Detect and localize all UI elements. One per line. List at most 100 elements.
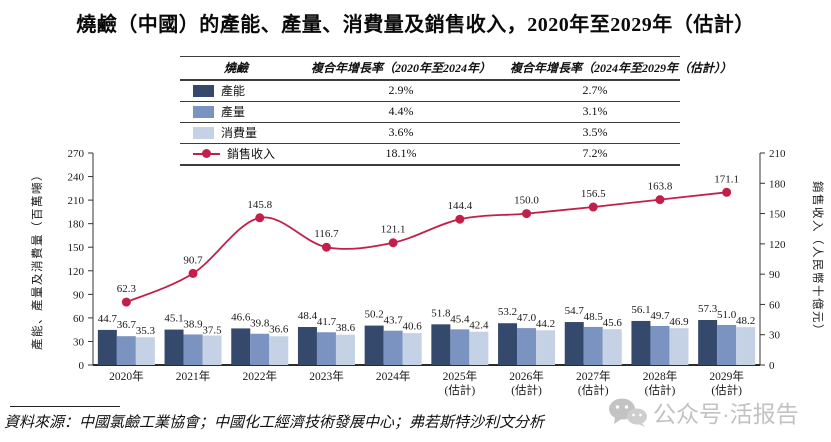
bar-value-label: 46.9 — [669, 316, 689, 328]
revenue-value-label: 156.5 — [581, 188, 606, 200]
x-axis-label-suffix: (估計) — [578, 383, 609, 397]
consumption-swatch — [193, 126, 214, 139]
bar-value-label: 36.7 — [117, 319, 137, 331]
legend-label: 產量 — [221, 105, 246, 119]
bar-產量 — [650, 325, 670, 365]
revenue-value-label: 90.7 — [183, 254, 203, 266]
legend-header-product: 燒鹼 — [180, 56, 292, 81]
right-tick-label: 0 — [769, 360, 775, 372]
bar-消費量 — [736, 327, 756, 365]
legend-label: 產能 — [221, 84, 246, 98]
revenue-point — [255, 213, 265, 223]
bar-value-label: 51.8 — [431, 307, 451, 319]
revenue-value-label: 62.3 — [117, 283, 137, 295]
bar-產量 — [583, 326, 603, 365]
revenue-value-label: 150.0 — [514, 195, 539, 207]
wechat-icon — [609, 398, 647, 427]
legend-row-consumption: 消費量 3.6% 3.5% — [180, 122, 680, 144]
bar-產能 — [297, 326, 317, 365]
right-tick-label: 90 — [769, 269, 781, 281]
cagr-value: 4.4% — [292, 101, 510, 123]
x-axis-label: 2028年 — [643, 369, 678, 383]
revenue-value-label: 116.7 — [314, 228, 339, 240]
left-tick-label: 30 — [73, 336, 85, 348]
cagr-value: 2.7% — [510, 80, 680, 102]
bar-value-label: 46.6 — [231, 311, 251, 323]
bar-消費量 — [469, 331, 489, 365]
bar-value-label: 49.7 — [650, 310, 670, 322]
bar-value-label: 45.6 — [603, 317, 623, 329]
bar-產能 — [231, 328, 251, 365]
source-note: 資料來源：中國氯鹼工業協會；中國化工經濟技術發展中心；弗若斯特沙利文分析 — [4, 415, 545, 431]
watermark: 公众号·活报告 — [608, 395, 799, 429]
bar-value-label: 54.7 — [565, 305, 585, 317]
bar-產量 — [517, 328, 537, 365]
x-axis-label: 2029年 — [709, 369, 744, 383]
bar-消費量 — [335, 334, 355, 365]
x-axis-label: 2022年 — [243, 369, 278, 383]
revenue-point — [321, 242, 331, 252]
revenue-point — [522, 209, 532, 219]
right-tick-label: 30 — [769, 330, 781, 342]
x-axis-label: 2026年 — [509, 369, 544, 383]
combo-chart: 0 30 60 90 120 150 180 210 240 270 0 30 60 90 120 150 18… — [30, 148, 825, 397]
bar-產能 — [97, 329, 117, 365]
bar-消費量 — [669, 328, 689, 365]
bar-產量 — [183, 334, 203, 365]
revenue-value-label: 171.1 — [714, 173, 739, 185]
source-divider — [10, 406, 120, 407]
bar-產能 — [431, 324, 451, 365]
x-axis-label: 2020年 — [109, 369, 144, 383]
x-axis-label: 2025年 — [443, 369, 478, 383]
left-tick-label: 240 — [68, 172, 85, 184]
bar-產能 — [364, 325, 384, 365]
x-axis-label-suffix: (估計) — [645, 383, 676, 397]
legend-cagr-table: 燒鹼 複合年增長率（2020年至2024年） 複合年增長率（2024年至2029… — [180, 56, 732, 166]
revenue-line — [125, 191, 727, 303]
revenue-point — [121, 297, 131, 307]
bar-產量 — [450, 329, 470, 365]
revenue-point — [722, 187, 732, 197]
capacity-swatch — [193, 84, 214, 97]
right-tick-label: 180 — [769, 178, 786, 190]
left-tick-label: 270 — [68, 148, 85, 160]
bar-value-label: 43.7 — [384, 315, 404, 327]
bar-value-label: 35.3 — [136, 325, 156, 337]
bar-產能 — [631, 320, 651, 365]
revenue-value-label: 144.4 — [447, 200, 472, 212]
legend-row-capacity: 產能 2.9% 2.7% — [180, 80, 680, 102]
left-tick-label: 60 — [73, 313, 85, 325]
x-axis-label: 2023年 — [309, 369, 344, 383]
bar-value-label: 44.7 — [98, 313, 118, 325]
bar-消費量 — [269, 336, 289, 365]
bar-value-label: 53.2 — [498, 306, 517, 318]
cagr-value: 2.9% — [292, 80, 510, 102]
left-tick-label: 180 — [68, 219, 85, 231]
x-axis-label-suffix: (估計) — [711, 383, 742, 397]
x-axis-label-suffix: (估計) — [445, 383, 476, 397]
chart-title: 燒鹼（中國）的產能、產量、消費量及銷售收入，2020年至2029年（估計） — [76, 14, 755, 36]
cagr-value: 3.6% — [292, 122, 510, 144]
bar-產量 — [116, 336, 136, 365]
bar-產能 — [698, 320, 718, 365]
right-axis-title: 銷售收入（人民幣十億元） — [811, 181, 825, 337]
cagr-value: 18.1% — [292, 143, 510, 166]
bar-產量 — [316, 332, 336, 365]
bar-value-label: 47.0 — [517, 312, 537, 324]
bar-value-label: 51.0 — [717, 309, 737, 321]
watermark-text: 公众号·活报告 — [653, 401, 799, 427]
right-tick-label: 210 — [769, 148, 786, 160]
bar-產量 — [250, 333, 270, 365]
left-tick-label: 150 — [68, 242, 85, 254]
bar-產能 — [164, 329, 184, 365]
bar-value-label: 37.5 — [202, 325, 222, 337]
bar-value-label: 45.4 — [450, 313, 470, 325]
bar-value-label: 38.6 — [336, 322, 356, 334]
right-tick-label: 150 — [769, 209, 786, 221]
bar-value-label: 48.2 — [736, 315, 755, 327]
left-axis-title: 產能、產量及消費量（百萬噸） — [30, 168, 44, 350]
legend-label: 消費量 — [221, 126, 258, 140]
revenue-point — [388, 238, 398, 248]
revenue-point — [588, 202, 598, 212]
